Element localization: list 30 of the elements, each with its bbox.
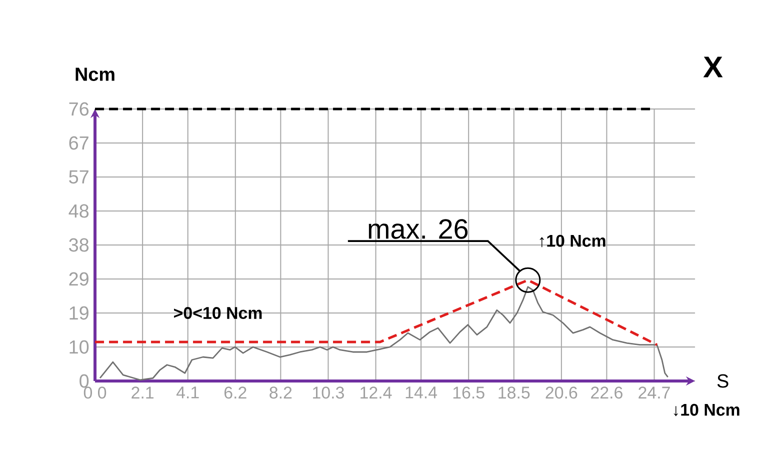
x-tick-label: 18.5 [498, 386, 530, 399]
y-tick-label: 57 [69, 170, 88, 184]
y-tick-label: 48 [68, 204, 89, 218]
text: X [703, 56, 723, 78]
x-tick-label: 2.1 [132, 386, 154, 398]
y-tick-label: 67 [69, 136, 88, 150]
annotation: max. 26 [368, 219, 468, 239]
x-tick-label: 8.2 [270, 386, 292, 399]
x-tick-label: 0 0 [84, 386, 106, 399]
annotation: ↑10 Ncm [540, 234, 606, 248]
x-tick-label: 10.3 [313, 386, 344, 399]
x-tick-label: 12.4 [360, 386, 392, 398]
x-tick-label: 6.2 [224, 386, 246, 399]
annotation: >0<10 Ncm [174, 306, 262, 319]
y-tick-label: 76 [69, 102, 89, 116]
y-tick-label: 0 [80, 374, 89, 388]
y-tick-label: 19 [70, 306, 88, 320]
y-axis-title: Ncm [76, 68, 114, 81]
x-tick-label: 16.5 [453, 386, 484, 399]
x-tick-label: 14.4 [406, 386, 438, 398]
x-axis-title: S [717, 374, 728, 388]
x-tick-label: 20.6 [546, 386, 578, 399]
y-tick-label: 10 [70, 340, 89, 354]
x-tick-label: 4.1 [176, 386, 199, 398]
x-tick-label: 22.6 [591, 386, 622, 399]
y-tick-label: 29 [69, 272, 88, 286]
y-tick-label: 38 [69, 238, 89, 252]
text: ↓10 Ncm [674, 404, 740, 416]
line-series [99, 286, 669, 381]
x-tick-label: 24.7 [638, 386, 670, 398]
